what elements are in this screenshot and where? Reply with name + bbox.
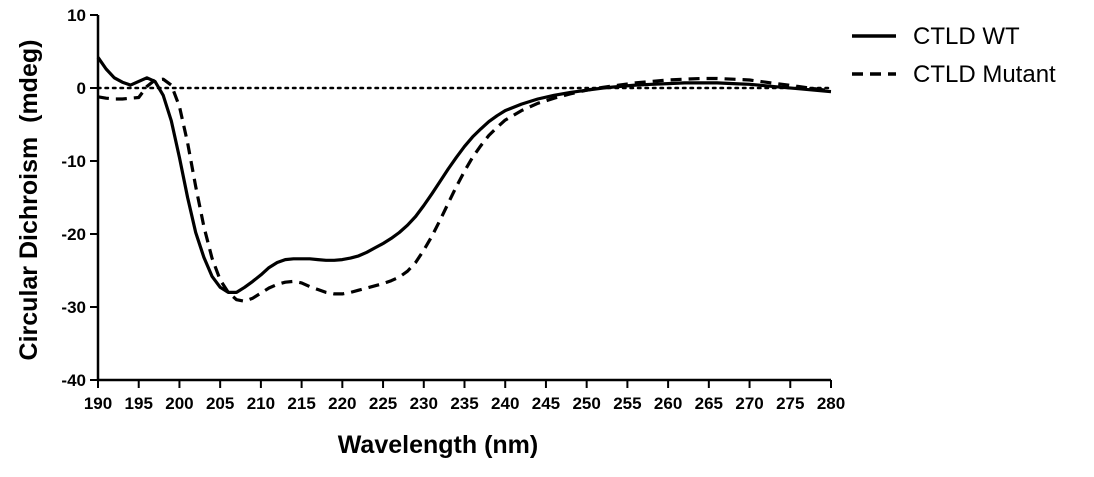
x-tick-label: 265: [695, 394, 723, 413]
x-tick-label: 210: [247, 394, 275, 413]
x-tick-label: 245: [532, 394, 560, 413]
x-tick-label: 250: [572, 394, 600, 413]
x-tick-label: 235: [450, 394, 478, 413]
series-line-mutant: [97, 76, 832, 303]
y-tick-label: 0: [77, 79, 86, 98]
y-tick-label: -30: [61, 298, 86, 317]
x-tick-label: 215: [287, 394, 315, 413]
series-line-wt: [96, 56, 832, 294]
x-tick-label: 225: [369, 394, 397, 413]
x-tick-label: 200: [165, 394, 193, 413]
y-tick-label: -40: [61, 371, 86, 390]
legend-item-mutant: CTLD Mutant: [852, 61, 1056, 88]
legend-label-wt: CTLD WT: [913, 23, 1020, 50]
x-tick-label: 260: [654, 394, 682, 413]
y-axis-title: Circular Dichroism (mdeg): [15, 40, 43, 361]
y-tick-label: -10: [61, 152, 86, 171]
x-tick-label: 255: [613, 394, 641, 413]
y-tick-label: -20: [61, 225, 86, 244]
legend: CTLD WT CTLD Mutant: [852, 23, 1056, 88]
axes: [96, 15, 831, 382]
y-ticks: 10 0 -10 -20 -30 -40: [61, 6, 98, 390]
x-tick-label: 240: [491, 394, 519, 413]
x-tick-label: 205: [206, 394, 234, 413]
x-tick-label: 280: [817, 394, 845, 413]
x-tick-label: 195: [125, 394, 153, 413]
x-tick-label: 275: [776, 394, 804, 413]
plot-area: [96, 56, 833, 303]
y-tick-label: 10: [67, 6, 86, 25]
x-tick-label: 190: [84, 394, 112, 413]
legend-item-wt: CTLD WT: [852, 23, 1020, 50]
x-tick-label: 220: [328, 394, 356, 413]
legend-label-mutant: CTLD Mutant: [913, 61, 1056, 88]
x-ticks: 190 195 200 205 210 215 220 225 230 235 240 245 250 2…: [84, 380, 845, 413]
x-tick-label: 270: [735, 394, 763, 413]
x-tick-label: 230: [410, 394, 438, 413]
x-axis-title: Wavelength (nm): [338, 431, 538, 459]
